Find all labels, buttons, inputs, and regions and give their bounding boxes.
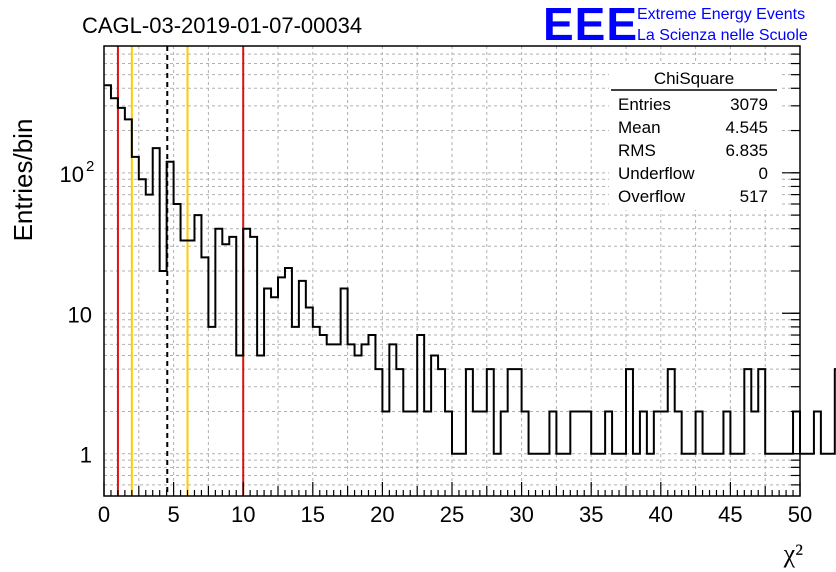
y-tick-exponent: 2 [86,158,94,175]
stats-box-title: ChiSquare [654,69,734,88]
x-tick-label: 25 [440,502,464,527]
x-tick-label: 0 [98,502,110,527]
x-tick-label: 15 [301,502,325,527]
eee-logo: EEE Extreme Energy Events La Scienza nel… [543,0,808,50]
y-tick-label: 10 [60,162,84,187]
logo-line-2: La Scienza nelle Scuole [637,27,808,44]
chart-title: CAGL-03-2019-01-07-00034 [82,13,362,38]
stats-rows: Entries 3079 Mean 4.545 RMS 6.835 Underflow 0 Ov… [618,95,768,206]
stats-row-value: 4.545 [725,118,768,137]
stats-row-value: 0 [759,164,768,183]
stats-row-value: 6.835 [725,141,768,160]
x-tick-label: 5 [167,502,179,527]
x-tick-label: 50 [788,502,812,527]
histogram-outline [104,84,836,455]
axis-ticks [103,53,801,496]
stats-row-value: 3079 [730,95,768,114]
x-tick-label: 40 [649,502,673,527]
stats-row-label: Overflow [618,187,686,206]
stats-row-value: 517 [740,187,768,206]
x-tick-label: 20 [370,502,394,527]
x-tick-label: 10 [231,502,255,527]
x-axis-label: χ² [783,539,804,568]
x-tick-labels: 0 5 10 15 20 25 30 35 40 45 50 [98,502,812,527]
stats-row-label: RMS [618,141,656,160]
y-axis-label: Entries/bin [8,119,38,242]
stats-box-background [609,64,779,210]
y-tick-label: 10 [68,302,92,327]
logo-text: EEE [543,0,638,50]
y-tick-label: 1 [80,443,92,468]
stats-box: ChiSquare Entries 3079 Mean 4.545 RMS 6.835 Un… [609,64,779,210]
x-tick-label: 35 [579,502,603,527]
stats-row-label: Underflow [618,164,695,183]
x-tick-label: 30 [509,502,533,527]
stats-row-label: Mean [618,118,661,137]
stats-row-label: Entries [618,95,671,114]
x-tick-label: 45 [718,502,742,527]
logo-line-1: Extreme Energy Events [637,6,805,23]
